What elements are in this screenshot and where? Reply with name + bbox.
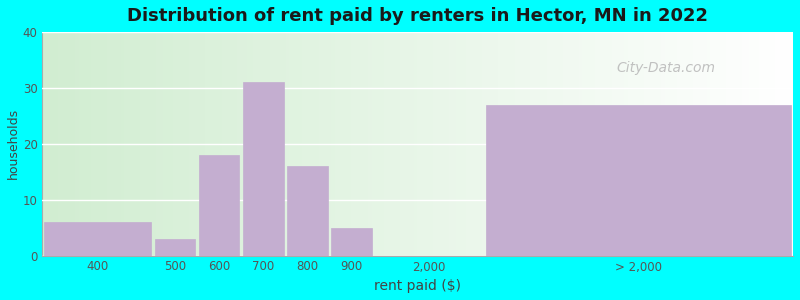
Bar bbox=[331, 228, 372, 256]
Text: City-Data.com: City-Data.com bbox=[616, 61, 715, 75]
Bar bbox=[44, 222, 151, 256]
Bar bbox=[287, 166, 328, 256]
X-axis label: rent paid ($): rent paid ($) bbox=[374, 279, 462, 293]
Bar bbox=[243, 82, 283, 256]
Title: Distribution of rent paid by renters in Hector, MN in 2022: Distribution of rent paid by renters in … bbox=[127, 7, 708, 25]
Y-axis label: households: households bbox=[7, 108, 20, 179]
Bar bbox=[154, 239, 195, 256]
Bar bbox=[486, 105, 791, 256]
Bar bbox=[198, 155, 239, 256]
